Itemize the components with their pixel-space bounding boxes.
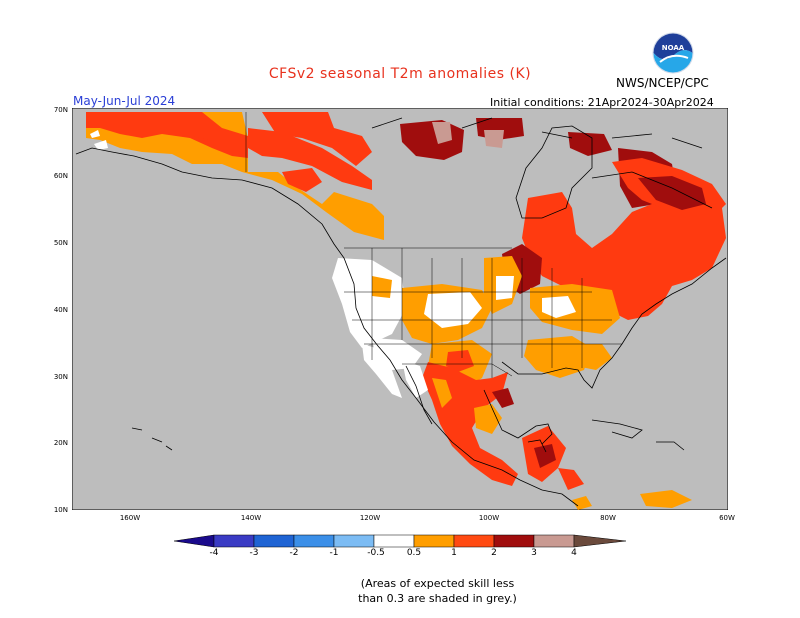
lat-label: 50N [53, 239, 68, 247]
lon-label: 140W [240, 514, 262, 522]
colorbar [174, 534, 626, 548]
anomaly-map [72, 108, 728, 510]
lat-label: 70N [53, 106, 68, 114]
lat-label: 40N [53, 306, 68, 314]
colorbar-label: 2 [491, 548, 497, 558]
state-borders [245, 112, 622, 378]
lon-label: 80W [600, 514, 616, 522]
colorbar-label: -4 [209, 548, 219, 558]
colorbar-label: 1 [451, 548, 457, 558]
lat-label: 20N [53, 439, 68, 447]
colorbar-max-arrow [573, 534, 626, 548]
alaska-anomalies [86, 112, 384, 240]
noaa-logo: NOAA [652, 32, 694, 74]
colorbar-label: -2 [289, 548, 299, 558]
colorbar-label: 4 [571, 548, 577, 558]
lat-label: 60N [53, 172, 68, 180]
lon-label: 120W [359, 514, 381, 522]
lon-label: 160W [119, 514, 141, 522]
initial-conditions: Initial conditions: 21Apr2024-30Apr2024 [490, 96, 714, 109]
colorbar-label: -1 [329, 548, 339, 558]
colorbar-min-arrow [174, 534, 215, 548]
colorbar-label: 3 [531, 548, 537, 558]
skill-note: (Areas of expected skill less than 0.3 a… [0, 576, 800, 606]
lat-label: 30N [53, 373, 68, 381]
colorbar-label: 0.5 [406, 548, 422, 558]
chart-title: CFSv2 seasonal T2m anomalies (K) [268, 66, 532, 82]
mexico-anomalies [362, 344, 692, 510]
lon-label: 100W [478, 514, 500, 522]
lon-label: 60W [719, 514, 735, 522]
lat-label: 10N [53, 506, 68, 514]
agency-label: NWS/NCEP/CPC [616, 76, 709, 90]
noaa-logo-text: NOAA [662, 44, 685, 52]
skill-note-line2: than 0.3 are shaded in grey.) [358, 592, 517, 605]
coastlines [75, 117, 727, 507]
colorbar-label: -0.5 [367, 548, 385, 558]
forecast-period: May-Jun-Jul 2024 [73, 94, 176, 108]
colorbar-label: -3 [249, 548, 259, 558]
skill-note-line1: (Areas of expected skill less [360, 577, 515, 590]
